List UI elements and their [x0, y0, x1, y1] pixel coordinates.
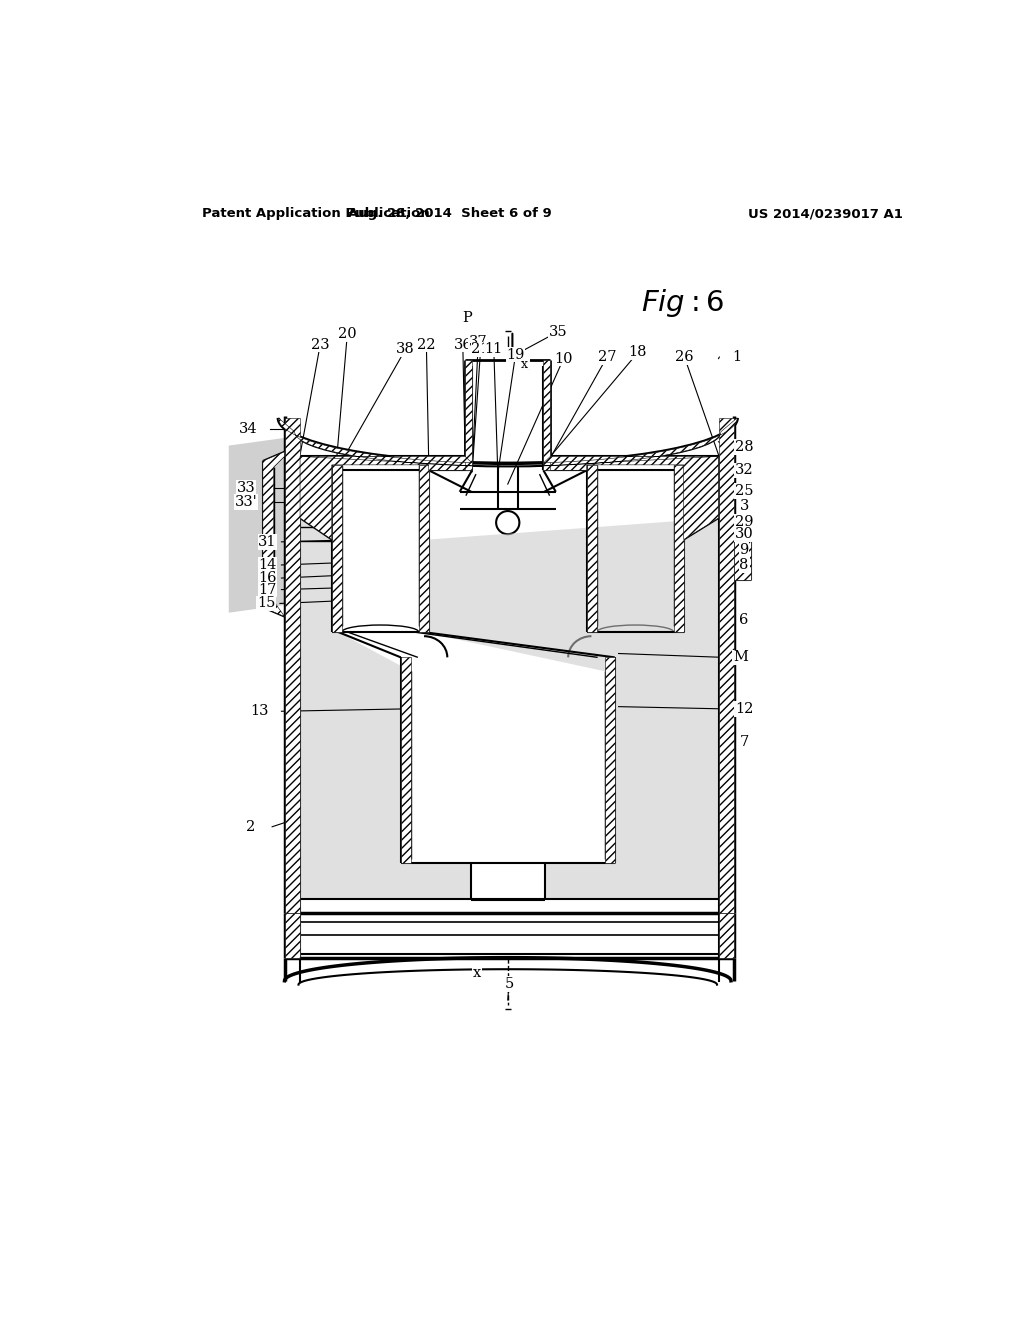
Text: 5: 5 [505, 977, 514, 991]
Text: 6: 6 [739, 614, 749, 627]
Text: Patent Application Publication: Patent Application Publication [202, 207, 429, 220]
Text: $\mathit{Fig{:}6}$: $\mathit{Fig{:}6}$ [641, 288, 724, 319]
Polygon shape [544, 457, 719, 540]
Polygon shape [734, 541, 751, 579]
Text: 15: 15 [257, 597, 275, 610]
Bar [285, 913, 300, 958]
Text: 20: 20 [338, 327, 356, 341]
Text: 27: 27 [598, 350, 616, 364]
Polygon shape [300, 457, 472, 540]
Text: 35: 35 [549, 325, 567, 339]
Bar [604, 657, 614, 863]
Text: 28: 28 [735, 440, 754, 454]
Polygon shape [300, 465, 719, 900]
Text: x: x [473, 966, 481, 979]
Text: US 2014/0239017 A1: US 2014/0239017 A1 [748, 207, 903, 220]
Text: 23: 23 [311, 338, 330, 351]
Text: 34: 34 [239, 422, 257, 437]
Text: 17: 17 [258, 582, 276, 597]
Text: 38: 38 [396, 342, 415, 356]
Text: 8: 8 [739, 558, 749, 572]
Bar [465, 360, 472, 470]
Text: 36: 36 [454, 338, 472, 351]
Text: 33': 33' [234, 495, 257, 508]
Polygon shape [279, 418, 474, 466]
Text: Aug. 28, 2014  Sheet 6 of 9: Aug. 28, 2014 Sheet 6 of 9 [348, 207, 552, 220]
Text: 25: 25 [735, 484, 754, 498]
Bar [544, 360, 550, 470]
Polygon shape [541, 418, 737, 466]
Bar [674, 465, 684, 632]
Bar [719, 913, 734, 958]
Text: 30: 30 [735, 527, 754, 541]
Text: 22: 22 [417, 338, 435, 351]
Bar [285, 418, 300, 913]
Text: 18: 18 [629, 346, 647, 359]
Text: P: P [463, 310, 472, 325]
Text: 37: 37 [469, 335, 487, 348]
Text: 32: 32 [735, 463, 754, 478]
Text: 9: 9 [739, 543, 749, 557]
Text: M: M [733, 651, 748, 664]
Polygon shape [228, 438, 285, 612]
Bar [400, 657, 411, 863]
Polygon shape [263, 451, 285, 616]
Bar [719, 418, 734, 913]
Text: 11: 11 [484, 342, 503, 356]
Text: 26: 26 [675, 350, 694, 364]
Text: 1: 1 [732, 350, 741, 364]
Bar [332, 465, 342, 632]
Text: 19: 19 [506, 347, 524, 362]
Text: 29: 29 [735, 515, 754, 529]
Text: 2: 2 [246, 820, 255, 834]
Text: 7: 7 [739, 735, 749, 748]
Text: 21: 21 [471, 342, 489, 356]
Text: x: x [521, 358, 528, 371]
Text: 33: 33 [237, 480, 255, 495]
Text: 13: 13 [251, 705, 269, 718]
Bar [587, 465, 597, 632]
Bar [419, 465, 429, 632]
Text: 16: 16 [258, 572, 276, 585]
Text: 31: 31 [258, 535, 276, 549]
Text: 10: 10 [554, 351, 572, 366]
Text: 14: 14 [258, 558, 276, 572]
Text: 12: 12 [735, 702, 754, 715]
Text: 3: 3 [739, 499, 749, 513]
Text: x: x [520, 359, 529, 374]
